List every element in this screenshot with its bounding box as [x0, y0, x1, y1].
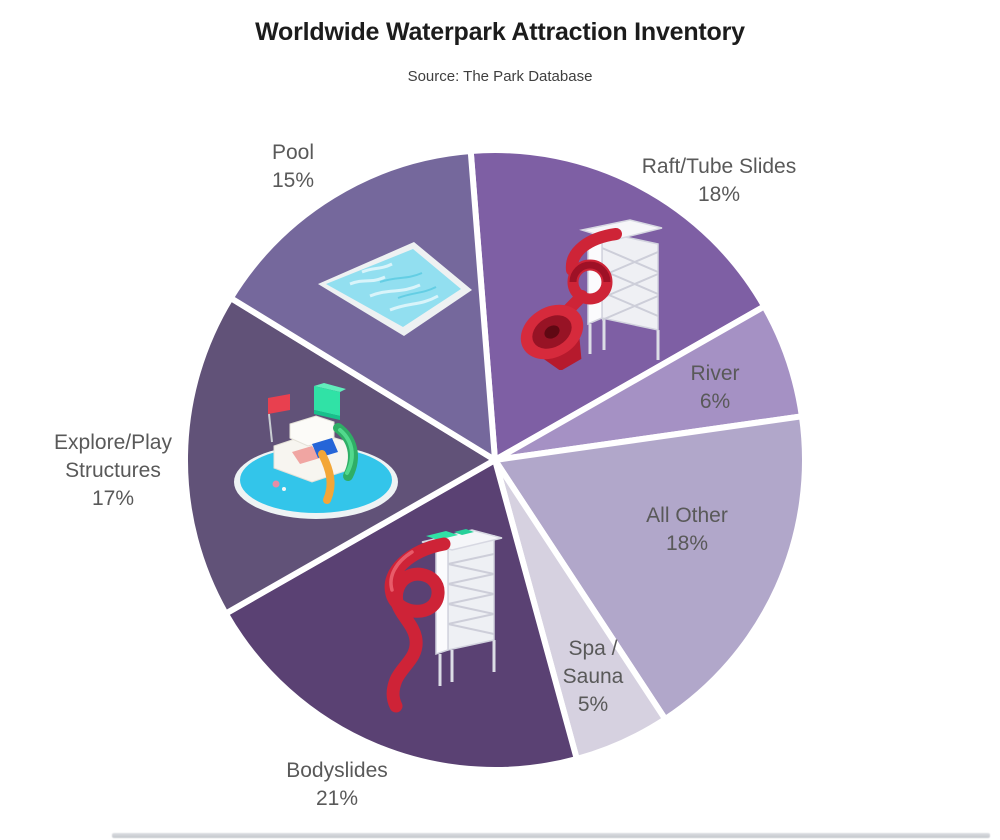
slice-label-explore-play-structures: Explore/Play Structures 17% [54, 429, 172, 513]
slice-label-pool: Pool 15% [272, 139, 314, 195]
slice-label-river: River 6% [690, 360, 739, 416]
slice-label-line: All Other [646, 504, 728, 527]
pie-slice-all-other [492, 413, 808, 723]
slice-label-line: 18% [665, 532, 709, 555]
slice-label-line: 18% [697, 183, 741, 206]
slice-label-line: Spa / [568, 637, 618, 660]
slice-label-line: 21% [315, 787, 359, 810]
slice-label-line: Explore/Play [54, 431, 172, 454]
slice-label-line: 17% [91, 487, 135, 510]
cropped-bottom-element-edge [112, 833, 990, 838]
slice-label-raft-tube-slides: Raft/Tube Slides 18% [642, 153, 796, 209]
slice-label-line: 5% [577, 693, 609, 716]
page-title: Worldwide Waterpark Attraction Inventory [255, 18, 745, 46]
slice-label-line: 15% [271, 169, 315, 192]
pool-icon [318, 242, 472, 336]
slice-label-bodyslides: Bodyslides 21% [286, 757, 388, 813]
slice-label-line: Sauna [562, 665, 624, 688]
slice-label-line: River [690, 362, 740, 385]
slice-label-line: Raft/Tube Slides [641, 155, 797, 178]
slice-label-line: Pool [271, 141, 315, 164]
chart-source-subtitle: Source: The Park Database [407, 68, 593, 85]
slice-label-line: 6% [699, 390, 731, 413]
explore-play-structure-icon [234, 383, 398, 519]
raft-tube-slide-icon [520, 219, 663, 370]
slice-label-all-other: All Other 18% [646, 502, 728, 558]
slice-label-line: Structures [65, 459, 161, 482]
bodyslide-icon [384, 529, 503, 713]
slice-label-spa-sauna: Spa / Sauna 5% [563, 635, 624, 719]
slice-label-line: Bodyslides [286, 759, 388, 782]
